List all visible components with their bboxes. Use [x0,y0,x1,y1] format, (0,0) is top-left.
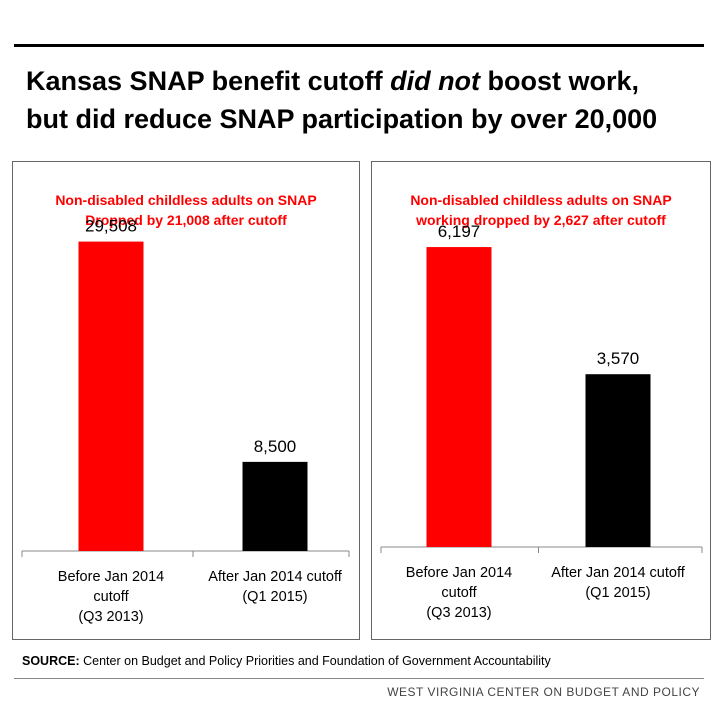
chart-panel-working: Non-disabled childless adults on SNAP wo… [371,161,711,640]
bar [78,241,144,552]
headline-part-2: boost work, [480,66,640,96]
chart-title: Non-disabled childless adults on SNAP Dr… [13,190,359,230]
category-label: cutoff [93,589,129,605]
bar [242,461,308,551]
data-label: 29,508 [85,217,137,236]
data-label: 8,500 [254,437,297,456]
category-label: Before Jan 2014 [406,565,512,581]
chart-title-line-2: Dropped by 21,008 after cutoff [85,212,287,228]
headline-emphasis: did not [390,66,481,96]
data-label: 6,197 [438,222,481,241]
chart-panel-participation: Non-disabled childless adults on SNAP Dr… [12,161,360,640]
category-label: (Q3 2013) [426,605,491,621]
source-text: Center on Budget and Policy Priorities a… [79,654,551,668]
category-label: (Q1 2015) [585,585,650,601]
headline: Kansas SNAP benefit cutoff did not boost… [26,62,706,138]
data-label: 3,570 [597,349,640,368]
category-label: cutoff [441,585,477,601]
top-rule [14,44,704,47]
bar-chart-participation: 29,508 Before Jan 2014 cutoff (Q3 2013) 8,50… [21,217,350,625]
category-label: (Q3 2013) [78,609,143,625]
category-label: Before Jan 2014 [58,569,164,585]
bottom-rule [14,678,704,679]
footer-credit: WEST VIRGINIA CENTER ON BUDGET AND POLIC… [387,685,700,699]
bar-chart-working: 6,197 Before Jan 2014 cutoff (Q3 2013) 3,570… [380,222,703,621]
chart-title-line-1: Non-disabled childless adults on SNAP [55,192,317,208]
headline-line-1: Kansas SNAP benefit cutoff did not boost… [26,62,706,100]
headline-line-2: but did reduce SNAP participation by ove… [26,104,658,134]
category-label: After Jan 2014 cutoff [551,565,686,581]
bar [585,374,651,547]
headline-part-1: Kansas SNAP benefit cutoff [26,66,391,96]
category-label: After Jan 2014 cutoff [208,569,343,585]
chart-title: Non-disabled childless adults on SNAP wo… [372,190,710,230]
chart-title-line-2: working dropped by 2,627 after cutoff [416,212,666,228]
chart-title-line-1: Non-disabled childless adults on SNAP [410,192,672,208]
source-label: SOURCE: [22,654,80,668]
bar [426,247,492,548]
source-note: SOURCE: Center on Budget and Policy Prio… [22,654,551,668]
category-label: (Q1 2015) [242,589,307,605]
